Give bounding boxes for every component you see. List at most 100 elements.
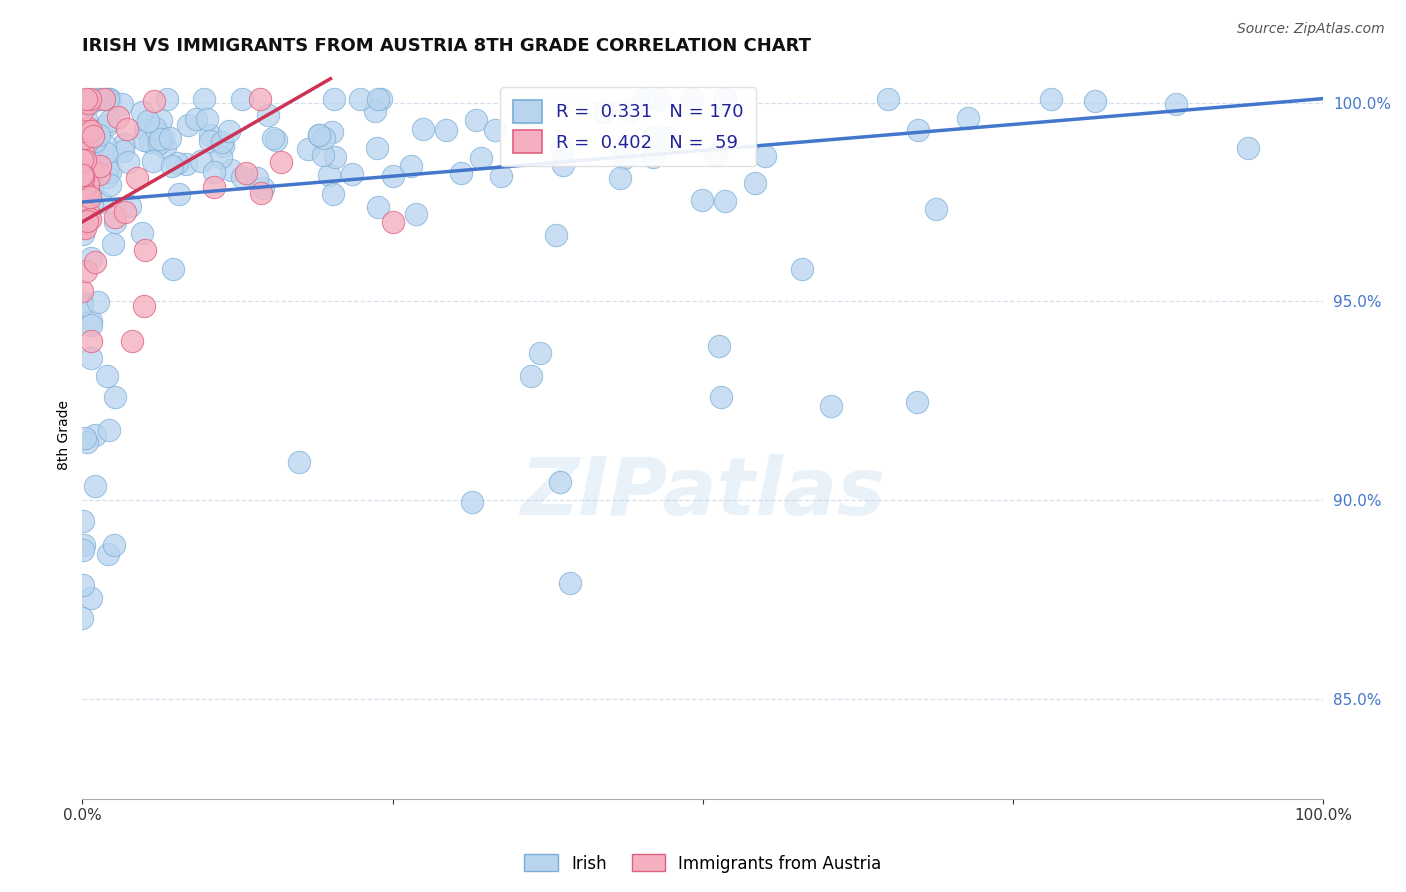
Point <box>77 96 100 111</box>
Point <box>76 184 98 198</box>
Legend: Irish, Immigrants from Austria: Irish, Immigrants from Austria <box>517 847 889 880</box>
Point <box>613 151 636 165</box>
Point <box>619 104 641 119</box>
Point <box>367 92 389 106</box>
Point <box>72 153 94 168</box>
Point <box>382 169 405 183</box>
Point <box>1040 92 1063 106</box>
Point <box>94 92 117 106</box>
Point <box>405 207 427 221</box>
Point <box>112 136 135 151</box>
Point <box>681 92 703 106</box>
Point <box>80 334 103 348</box>
Point <box>111 96 134 111</box>
Point <box>75 112 97 126</box>
Point <box>153 140 176 154</box>
Point <box>72 212 94 227</box>
Point <box>308 128 330 143</box>
Point <box>79 92 101 106</box>
Point <box>134 244 156 258</box>
Point <box>72 182 94 196</box>
Point <box>72 168 94 182</box>
Point <box>434 122 457 136</box>
Point <box>89 159 111 173</box>
Point <box>75 153 97 168</box>
Point <box>146 127 169 141</box>
Point <box>72 156 94 170</box>
Point <box>73 169 96 183</box>
Point <box>115 121 138 136</box>
Point <box>250 186 273 201</box>
Point <box>364 104 387 119</box>
Point <box>593 105 616 120</box>
Point <box>72 145 94 159</box>
Point <box>73 202 96 216</box>
Point <box>641 150 664 164</box>
Point <box>544 228 567 243</box>
Point <box>1236 141 1258 155</box>
Point <box>167 186 190 201</box>
Point <box>80 318 103 332</box>
Point <box>515 111 537 125</box>
Point <box>820 399 842 413</box>
Point <box>790 261 813 276</box>
Point <box>75 92 97 106</box>
Point <box>323 150 346 164</box>
Point <box>84 428 107 442</box>
Point <box>94 146 117 161</box>
Point <box>551 158 574 172</box>
Point <box>925 202 948 217</box>
Point <box>75 220 97 235</box>
Point <box>98 165 121 179</box>
Point <box>79 211 101 226</box>
Legend: R =  0.331   N = 170, R =  0.402   N =  59: R = 0.331 N = 170, R = 0.402 N = 59 <box>501 87 756 166</box>
Point <box>257 108 280 122</box>
Point <box>97 161 120 175</box>
Point <box>512 106 534 120</box>
Point <box>312 131 335 145</box>
Point <box>96 369 118 384</box>
Point <box>218 124 240 138</box>
Point <box>231 169 253 184</box>
Point <box>79 124 101 138</box>
Point <box>142 154 165 169</box>
Point <box>75 263 97 277</box>
Point <box>75 153 97 167</box>
Point <box>80 591 103 606</box>
Point <box>149 132 172 146</box>
Point <box>73 184 96 198</box>
Point <box>82 198 104 212</box>
Point <box>744 176 766 190</box>
Point <box>464 113 486 128</box>
Point <box>707 339 730 353</box>
Point <box>176 156 198 170</box>
Point <box>97 113 120 128</box>
Point <box>94 137 117 152</box>
Point <box>209 150 232 164</box>
Point <box>710 390 733 404</box>
Point <box>97 92 120 106</box>
Point <box>86 165 108 179</box>
Point <box>72 514 94 528</box>
Point <box>84 478 107 492</box>
Point <box>489 169 512 183</box>
Point <box>98 92 121 106</box>
Point <box>87 128 110 143</box>
Point <box>318 168 340 182</box>
Point <box>77 125 100 139</box>
Point <box>322 187 344 202</box>
Point <box>72 202 94 217</box>
Point <box>184 112 207 127</box>
Point <box>149 113 172 128</box>
Point <box>246 170 269 185</box>
Point <box>312 148 335 162</box>
Point <box>633 92 655 106</box>
Point <box>82 161 104 176</box>
Point <box>692 194 714 208</box>
Point <box>73 130 96 145</box>
Point <box>125 170 148 185</box>
Point <box>1083 94 1105 108</box>
Point <box>103 538 125 552</box>
Point <box>84 134 107 148</box>
Point <box>249 92 271 106</box>
